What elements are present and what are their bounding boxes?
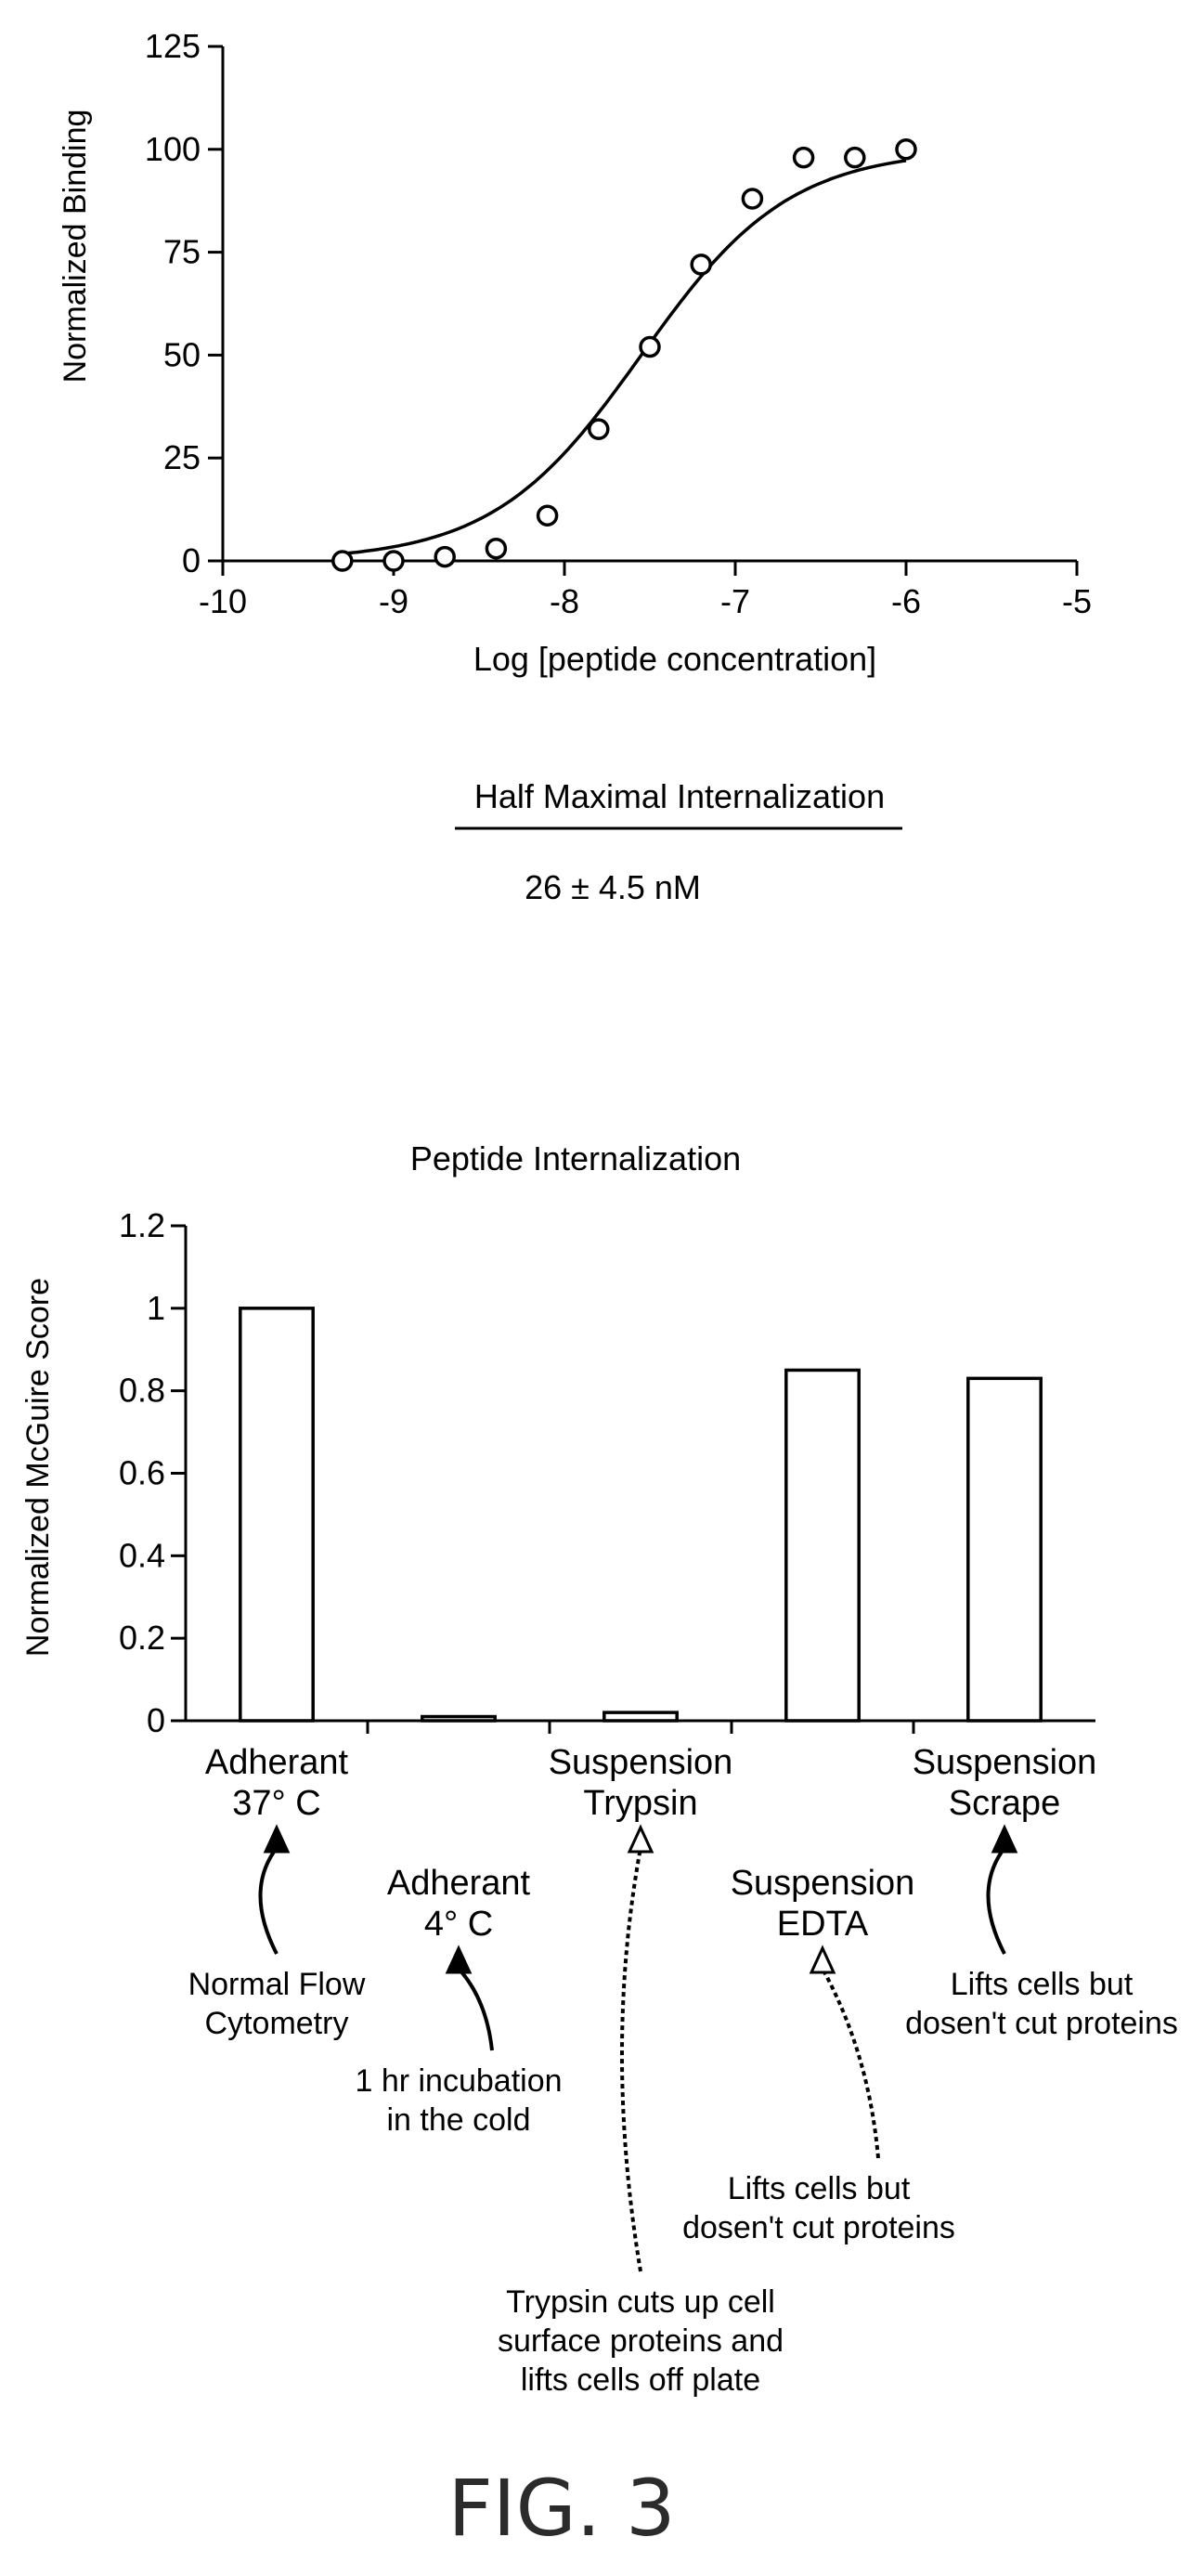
chart2-category-label: Trypsin — [583, 1784, 697, 1823]
chart2-y-tick-label: 0.8 — [119, 1372, 165, 1410]
chart1-fit-curve — [342, 159, 907, 556]
chart2-category-label: Suspension — [731, 1864, 915, 1903]
condition-note-text: surface proteins and — [498, 2323, 784, 2359]
condition-arrow — [986, 1846, 1006, 1955]
condition-arrow — [258, 1846, 279, 1955]
chart2-category-label: EDTA — [777, 1905, 869, 1944]
chart2-y-tick-label: 0 — [147, 1701, 165, 1739]
figure-label: FIG. 3 — [447, 2463, 675, 2554]
chart2-category-label: Adherant — [387, 1864, 531, 1903]
half-maximal-annotation: Half Maximal Internalization 26 ± 4.5 nM — [455, 777, 902, 906]
chart1-data-point — [639, 335, 661, 358]
chart1-y-tick-label: 0 — [182, 541, 201, 579]
condition-note-text: lifts cells off plate — [521, 2362, 760, 2398]
chart2-y-tick-label: 0.2 — [119, 1619, 165, 1657]
condition-arrowhead — [809, 1945, 836, 1974]
chart2-title: Peptide Internalization — [410, 1139, 741, 1177]
chart1-data-point — [536, 504, 559, 527]
annotation-heading: Half Maximal Internalization — [474, 777, 885, 815]
chart1-data-point — [690, 254, 712, 276]
chart2-y-tick-label: 1.2 — [119, 1206, 165, 1244]
condition-arrow — [457, 1967, 494, 2051]
chart2-y-tick-label: 1 — [147, 1289, 165, 1327]
chart1-x-tick-label: -7 — [720, 582, 750, 620]
condition-note-text: Lifts cells but — [728, 2171, 911, 2206]
chart1-data-point — [331, 550, 354, 572]
condition-note-text: dosen't cut proteins — [682, 2210, 955, 2245]
chart2-category-label: 37° C — [232, 1784, 320, 1823]
chart1-x-tick-label: -10 — [199, 582, 247, 620]
chart2-y-tick-label: 0.6 — [119, 1454, 165, 1492]
chart2-bar — [421, 1714, 497, 1723]
condition-arrowhead — [263, 1824, 291, 1854]
annotation-value: 26 ± 4.5 nM — [525, 868, 701, 906]
chart2-category-label: Adherant — [205, 1743, 349, 1782]
condition-note-text: 1 hr incubation — [355, 2063, 562, 2099]
chart2-category-label: Scrape — [949, 1784, 1060, 1823]
chart1-x-tick-label: -8 — [550, 582, 579, 620]
condition-note-text: in the cold — [387, 2102, 531, 2138]
condition-note-text: dosen't cut proteins — [905, 2006, 1178, 2041]
condition-note-text: Trypsin cuts up cell — [506, 2284, 775, 2320]
chart1-data-point — [844, 146, 866, 169]
internalization-bar-chart: Peptide Internalization Normalized McGui… — [20, 1139, 1096, 1944]
chart1-y-tick-label: 125 — [145, 27, 201, 65]
chart2-y-axis-label: Normalized McGuire Score — [20, 1278, 56, 1657]
condition-arrowhead — [445, 1945, 473, 1974]
chart1-data-point — [588, 418, 610, 440]
chart2-bar — [966, 1376, 1043, 1723]
condition-note-text: Cytometry — [205, 2006, 349, 2041]
chart1-y-axis-label: Normalized Binding — [58, 110, 93, 384]
condition-arrowhead — [991, 1824, 1018, 1854]
chart1-x-tick-label: -9 — [379, 582, 408, 620]
chart2-bar — [784, 1368, 861, 1723]
chart1-y-tick-label: 50 — [163, 335, 201, 373]
chart2-y-tick-label: 0.4 — [119, 1536, 165, 1574]
chart1-data-point — [434, 545, 456, 568]
chart1-data-point — [382, 550, 405, 572]
chart1-data-point — [485, 537, 508, 560]
chart2-category-label: 4° C — [424, 1905, 493, 1944]
chart1-y-tick-label: 100 — [145, 130, 201, 168]
condition-note-text: Normal Flow — [188, 1967, 366, 2002]
chart1-x-tick-label: -5 — [1062, 582, 1092, 620]
chart1-data-point — [895, 138, 917, 161]
condition-arrow — [620, 1847, 642, 2272]
chart2-category-label: Suspension — [549, 1743, 733, 1782]
binding-curve-chart: Normalized Binding Log [peptide concentr… — [58, 27, 1092, 678]
condition-note-text: Lifts cells but — [951, 1967, 1134, 2002]
condition-arrow — [821, 1968, 880, 2159]
chart1-data-point — [792, 146, 815, 169]
chart2-bar — [602, 1711, 679, 1723]
chart1-x-axis-label: Log [peptide concentration] — [473, 640, 876, 678]
condition-arrowhead — [627, 1824, 654, 1854]
chart2-bar — [239, 1307, 315, 1723]
chart1-y-tick-label: 25 — [163, 438, 201, 476]
chart1-x-tick-label: -6 — [891, 582, 921, 620]
chart1-data-point — [741, 188, 764, 210]
chart1-y-tick-label: 75 — [163, 233, 201, 271]
chart2-category-label: Suspension — [913, 1743, 1097, 1782]
